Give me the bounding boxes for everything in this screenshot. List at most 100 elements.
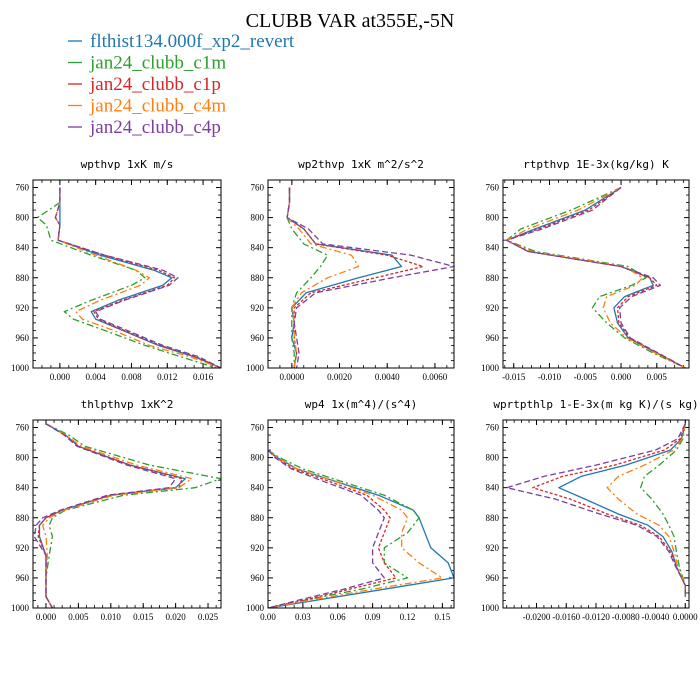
y-tick-label: 800 xyxy=(486,213,500,223)
y-tick-label: 760 xyxy=(16,423,30,433)
y-tick-label: 920 xyxy=(251,303,265,313)
y-tick-label: 880 xyxy=(251,513,265,523)
y-tick-label: 760 xyxy=(16,183,30,193)
series-line-jan24_clubb_c4m xyxy=(54,187,221,368)
x-tick-label: 0.0000 xyxy=(673,612,698,622)
x-tick-label: 0.012 xyxy=(157,372,177,382)
panel: wp2thvp 1xK m^2/s^2 760 800 840 880 920 960 100… xyxy=(246,158,455,382)
x-tick-label: 0.15 xyxy=(435,612,451,622)
x-tick-label: 0.015 xyxy=(133,612,154,622)
y-tick-label: 800 xyxy=(486,453,500,463)
y-tick-label: 760 xyxy=(486,423,500,433)
series-line-flthist134.000f_xp2_revert xyxy=(38,423,186,608)
x-tick-label: 0.03 xyxy=(295,612,311,622)
y-tick-label: 800 xyxy=(16,213,30,223)
y-tick-label: 1000 xyxy=(481,603,500,613)
series-group xyxy=(286,187,454,368)
legend-entry: flthist134.000f_xp2_revert xyxy=(90,31,295,52)
panel: rtpthvp 1E-3x(kg/kg) K 760 800 840 880 920 960… xyxy=(481,158,690,382)
legend-entry: jan24_clubb_c4m xyxy=(89,96,226,117)
y-tick-label: 960 xyxy=(16,573,30,583)
y-tick-label: 960 xyxy=(251,573,265,583)
x-tick-label: 0.005 xyxy=(68,612,89,622)
panel-title: wprtpthlp 1-E-3x(m kg K)/(s kg) xyxy=(493,398,698,411)
series-line-jan24_clubb_c4m xyxy=(268,449,444,608)
panel-title: rtpthvp 1E-3x(kg/kg) K xyxy=(523,158,669,171)
series-line-jan24_clubb_c4m xyxy=(505,186,686,368)
series-line-jan24_clubb_c4p xyxy=(286,187,454,368)
x-tick-label: -0.0080 xyxy=(612,612,640,622)
panel: wpthvp 1xK m/s 760 800 840 880 920 960 1000 0.00… xyxy=(11,158,222,382)
panel-title: wp4 1x(m^4)/(s^4) xyxy=(305,398,418,411)
x-tick-label: 0.00 xyxy=(260,612,276,622)
x-tick-label: 0.008 xyxy=(121,372,142,382)
y-tick-label: 880 xyxy=(16,273,30,283)
x-tick-label: 0.000 xyxy=(611,372,632,382)
y-tick-label: 880 xyxy=(251,273,265,283)
x-tick-label: 0.025 xyxy=(198,612,219,622)
y-tick-label: 880 xyxy=(486,273,500,283)
plot-frame xyxy=(267,179,455,369)
panel: wp4 1x(m^4)/(s^4)76080084088092096010000… xyxy=(246,398,455,622)
y-tick-label: 920 xyxy=(16,543,30,553)
x-tick-label: 0.12 xyxy=(400,612,416,622)
series-line-jan24_clubb_c1m xyxy=(639,423,686,597)
x-tick-label: 0.0040 xyxy=(375,372,400,382)
y-tick-label: 840 xyxy=(486,483,500,493)
x-tick-label: 0.010 xyxy=(101,612,122,622)
y-tick-label: 840 xyxy=(251,483,265,493)
series-line-jan24_clubb_c1m xyxy=(505,186,686,368)
x-tick-label: -0.0120 xyxy=(582,612,610,622)
y-tick-label: 840 xyxy=(16,243,30,253)
legend-entry: jan24_clubb_c4p xyxy=(89,117,221,138)
x-tick-label: 0.06 xyxy=(330,612,346,622)
y-tick-label: 800 xyxy=(16,453,30,463)
y-tick-label: 840 xyxy=(16,483,30,493)
series-group xyxy=(36,187,221,368)
series-line-flthist134.000f_xp2_revert xyxy=(505,186,686,368)
x-tick-label: 0.004 xyxy=(86,372,107,382)
x-tick-label: -0.005 xyxy=(574,372,598,382)
series-line-jan24_clubb_c1p xyxy=(268,449,397,608)
x-tick-label: 0.016 xyxy=(193,372,214,382)
series-line-jan24_clubb_c1p xyxy=(37,423,183,608)
plot-frame xyxy=(32,179,222,369)
y-tick-label: 1000 xyxy=(11,363,30,373)
figure-title: CLUBB VAR at355E,-5N xyxy=(246,10,455,32)
y-tick-label: 760 xyxy=(251,423,265,433)
x-tick-label: 0.0060 xyxy=(423,372,448,382)
series-line-jan24_clubb_c4p xyxy=(33,423,177,608)
y-tick-label: 800 xyxy=(251,453,265,463)
y-tick-label: 1000 xyxy=(246,363,265,373)
x-tick-label: 0.0020 xyxy=(327,372,352,382)
x-tick-label: -0.0160 xyxy=(552,612,580,622)
x-tick-label: 0.000 xyxy=(50,372,71,382)
x-tick-label: 0.005 xyxy=(647,372,668,382)
x-tick-label: 0.020 xyxy=(165,612,186,622)
y-tick-label: 920 xyxy=(486,543,500,553)
series-line-jan24_clubb_c1m xyxy=(36,187,217,368)
legend: flthist134.000f_xp2_revertjan24_clubb_c1… xyxy=(68,31,295,138)
series-group xyxy=(505,186,686,368)
series-group xyxy=(33,423,221,608)
plot-frame xyxy=(267,419,455,609)
legend-entry: jan24_clubb_c1m xyxy=(89,53,226,74)
series-line-flthist134.000f_xp2_revert xyxy=(286,187,403,368)
series-line-jan24_clubb_c4m xyxy=(286,187,360,368)
x-tick-label: 0.0000 xyxy=(279,372,304,382)
series-line-jan24_clubb_c4p xyxy=(268,449,385,608)
series-line-jan24_clubb_c4p xyxy=(54,187,221,368)
series-line-jan24_clubb_c1m xyxy=(268,449,420,608)
series-group xyxy=(506,423,686,597)
y-tick-label: 840 xyxy=(251,243,265,253)
panel-title: wpthvp 1xK m/s xyxy=(81,158,174,171)
plot-frame xyxy=(502,419,690,609)
series-line-jan24_clubb_c1p xyxy=(505,186,686,368)
panel-title: thlpthvp 1xK^2 xyxy=(81,398,174,411)
y-tick-label: 960 xyxy=(486,333,500,343)
panel-grid: wpthvp 1xK m/s 760 800 840 880 920 960 1000 0.00… xyxy=(11,158,699,622)
x-tick-label: -0.0200 xyxy=(523,612,551,622)
series-line-flthist134.000f_xp2_revert xyxy=(57,187,221,368)
y-tick-label: 880 xyxy=(486,513,500,523)
panel: wprtpthlp 1-E-3x(m kg K)/(s kg) 760 800 840… xyxy=(481,398,699,622)
